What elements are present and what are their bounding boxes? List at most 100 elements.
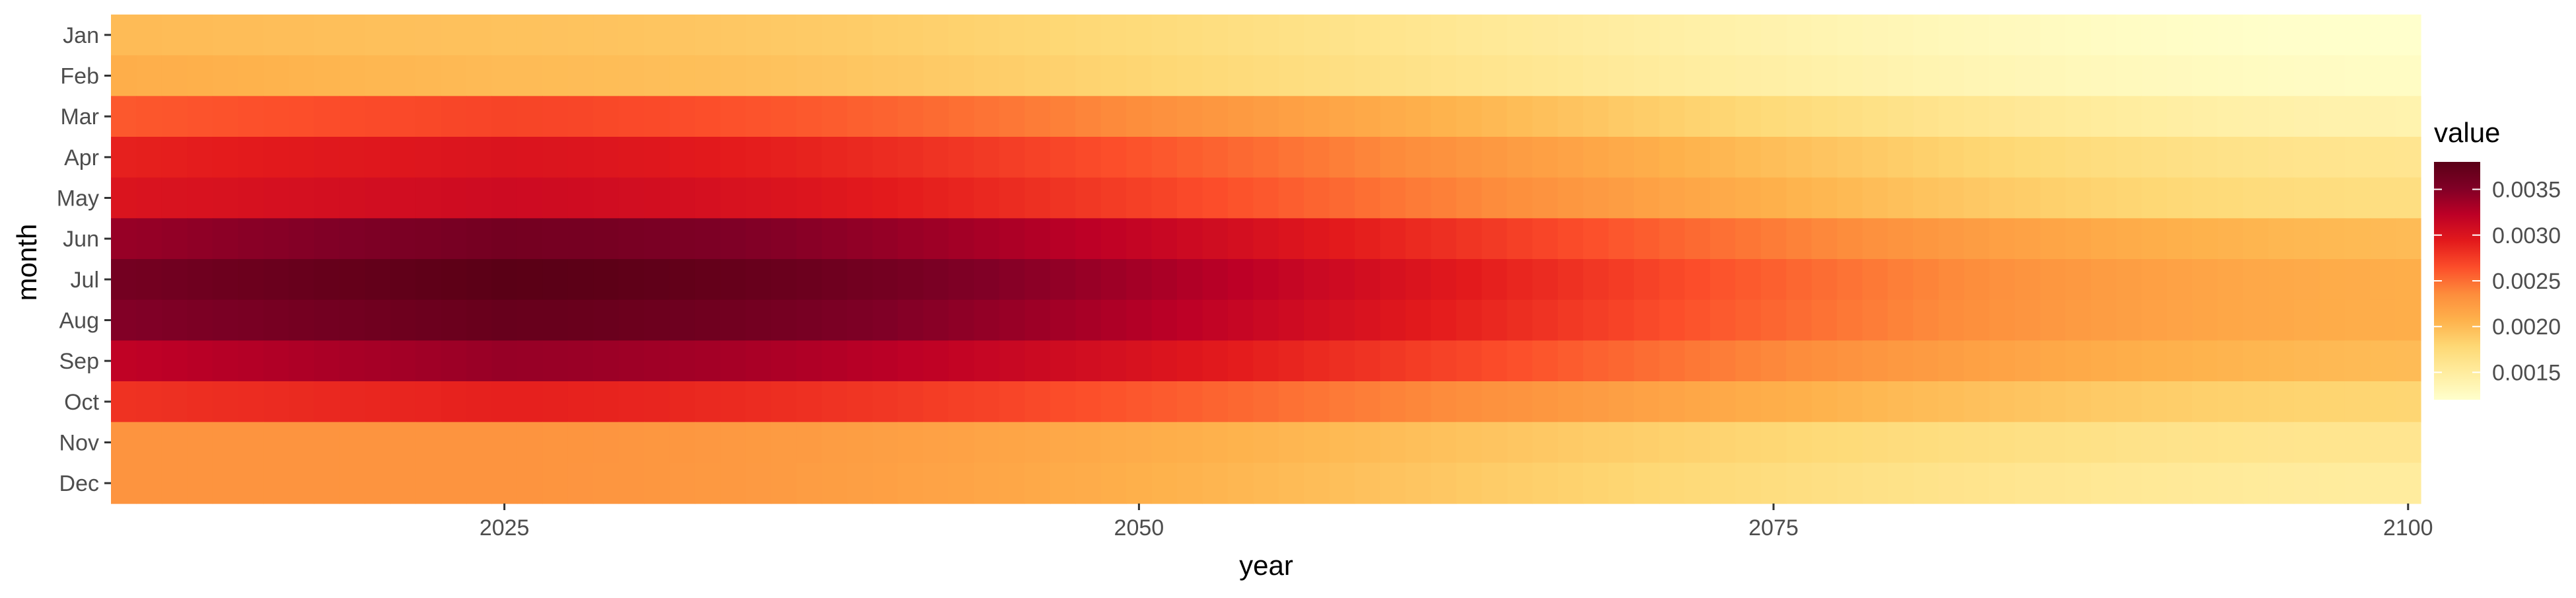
heatmap-cell [1177,137,1203,178]
heatmap-cell [187,15,213,56]
heatmap-cell [1431,55,1457,96]
heatmap-cell [898,15,924,56]
heatmap-cell [1380,422,1406,463]
heatmap-cell [2395,15,2421,56]
heatmap-cell [1278,463,1305,504]
heatmap-cell [2344,55,2371,96]
heatmap-cell [1989,299,2015,341]
heatmap-cell [1024,15,1051,56]
heatmap-cell [1532,340,1559,382]
heatmap-cell [2116,137,2142,178]
heatmap-cell [771,381,797,423]
heatmap-cell [187,177,213,219]
heatmap-cell [1456,340,1482,382]
heatmap-cell [1355,340,1381,382]
heatmap-cell [948,55,975,96]
heatmap-cell [2015,177,2041,219]
heatmap-cell [847,340,873,382]
heatmap-cell [466,422,493,463]
heatmap-cell [517,55,543,96]
heatmap-cell [339,422,365,463]
heatmap-cell [1456,422,1482,463]
heatmap-cell [2116,218,2142,260]
heatmap-cell [644,55,670,96]
heatmap-cell [2116,15,2142,56]
heatmap-cell [1964,299,1990,341]
heatmap-cell [1456,137,1482,178]
heatmap-cell [466,96,493,137]
heatmap-cell [1633,218,1660,260]
heatmap-cell [1456,259,1482,301]
heatmap-cell [1938,177,1964,219]
heatmap-cell [974,299,1000,341]
heatmap-cell [771,463,797,504]
heatmap-cell [1888,55,1914,96]
heatmap-cell [1913,340,1939,382]
heatmap-cell [1557,218,1584,260]
heatmap-cell [339,177,365,219]
heatmap-cell [212,15,238,56]
heatmap-cell [1456,463,1482,504]
heatmap-cell [694,218,721,260]
x-axis-label: year [1239,550,1293,581]
heatmap-cell [1608,422,1635,463]
heatmap-cell [2166,177,2193,219]
heatmap-cell [1431,340,1457,382]
heatmap-cell [1507,299,1533,341]
heatmap-cell [1380,137,1406,178]
heatmap-cell [365,463,391,504]
heatmap-cell [263,463,289,504]
heatmap-cell [771,177,797,219]
heatmap-cell [2344,340,2371,382]
heatmap-cell [441,137,467,178]
heatmap-cell [1710,96,1736,137]
heatmap-cell [1938,381,1964,423]
heatmap-cell [1431,259,1457,301]
heatmap-cell [1760,463,1787,504]
heatmap-cell [2217,299,2244,341]
heatmap-cell [2040,15,2066,56]
heatmap-cell [745,55,771,96]
heatmap-cell [2192,218,2219,260]
heatmap-cell [238,340,264,382]
heatmap-cell [1482,381,1508,423]
heatmap-cell [187,137,213,178]
heatmap-cell [161,463,188,504]
heatmap-cell [923,55,949,96]
heatmap-cell [1050,15,1076,56]
heatmap-cell [1151,15,1178,56]
heatmap-cell [1278,55,1305,96]
heatmap-cell [593,15,620,56]
heatmap-cell [923,259,949,301]
heatmap-cell [212,259,238,301]
heatmap-cell [2091,96,2117,137]
heatmap-cell [1786,137,1812,178]
heatmap-cell [1380,463,1406,504]
heatmap-cell [2319,55,2345,96]
heatmap-cell [542,422,569,463]
heatmap-cell [491,218,518,260]
heatmap-cell [1177,177,1203,219]
heatmap-cell [2395,381,2421,423]
heatmap-cell [136,96,162,137]
heatmap-cell [365,299,391,341]
heatmap-cell [2217,15,2244,56]
heatmap-cell [1583,96,1609,137]
heatmap-cell [898,299,924,341]
heatmap-cell [2040,55,2066,96]
heatmap-cell [1278,422,1305,463]
heatmap-cell [1126,463,1153,504]
heatmap-cell [212,463,238,504]
heatmap-cell [491,463,518,504]
heatmap-cell [2116,381,2142,423]
heatmap-cell [1227,381,1254,423]
heatmap-cell [1431,218,1457,260]
heatmap-cell [1608,55,1635,96]
heatmap-cell [212,177,238,219]
heatmap-cell [1329,218,1355,260]
heatmap-cell [923,218,949,260]
heatmap-cell [1913,422,1939,463]
heatmap-cell [212,422,238,463]
heatmap-cell [872,96,898,137]
heatmap-cell [644,381,670,423]
